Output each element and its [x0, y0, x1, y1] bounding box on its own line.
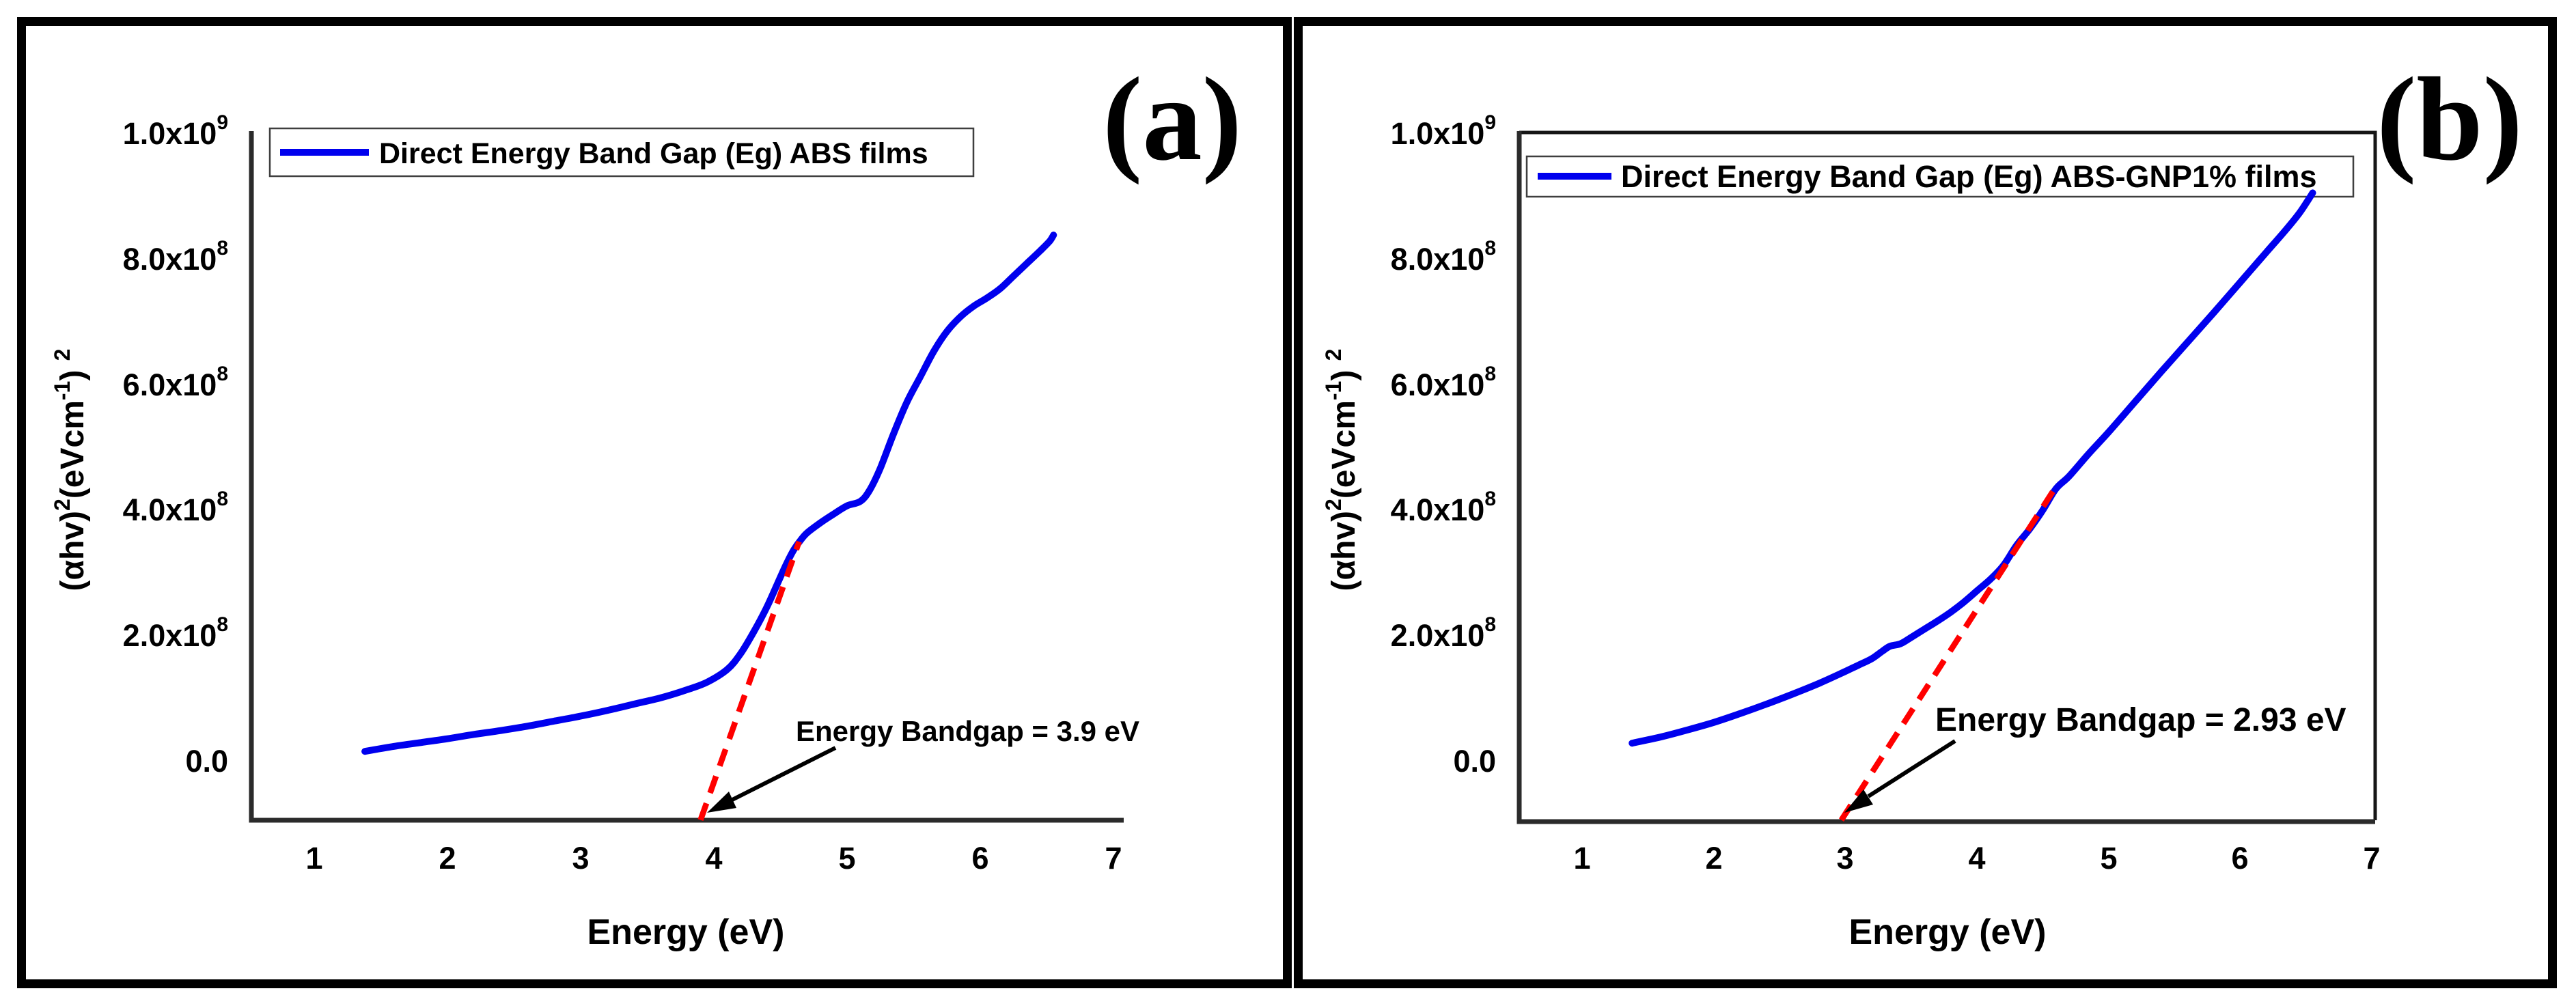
axes-spines-b — [1516, 131, 2375, 824]
tauc-curve-abs — [361, 232, 1057, 755]
bandgap-annotation-b: Energy Bandgap = 2.93 eV — [1844, 702, 2346, 813]
x-tick-label: 5 — [2100, 841, 2117, 876]
y-tick-label: 6.0x108 — [123, 363, 228, 402]
bandgap-arrow — [731, 746, 837, 802]
y-tick-label: 1.0x109 — [1391, 111, 1496, 151]
x-tick-label: 6 — [2231, 841, 2248, 876]
bandgap-fit-line — [1839, 481, 2062, 822]
bandgap-annotation-a: Energy Bandgap = 3.9 eV — [707, 715, 1139, 813]
y-tick-label: 0.0 — [1453, 744, 1496, 779]
y-tick-label: 1.0x109 — [123, 111, 228, 151]
y-tick-label: 2.0x108 — [1391, 613, 1496, 653]
bandgap-annotation-text: Energy Bandgap = 3.9 eV — [796, 715, 1139, 747]
legend-label: Direct Energy Band Gap (Eg) ABS-GNP1% fi… — [1621, 159, 2317, 194]
y-tick-label: 2.0x108 — [123, 613, 228, 653]
x-tick-label: 1 — [305, 841, 322, 876]
bandgap-fit-line — [697, 540, 802, 822]
x-tick-label: 7 — [1105, 841, 1122, 876]
panel-b: 0.0 2.0x108 4.0x108 6.0x108 8.0x108 1.0x… — [1294, 17, 2557, 988]
y-tick-label: 4.0x108 — [1391, 488, 1496, 527]
y-tick-label: 8.0x108 — [123, 237, 228, 277]
x-tick-label: 2 — [439, 841, 456, 876]
panel-a-chart: 0.0 2.0x108 4.0x108 6.0x108 8.0x108 1.0x… — [50, 53, 1242, 952]
legend-box — [268, 127, 975, 178]
bandgap-arrow-head — [1844, 790, 1873, 813]
y-tick-label: 4.0x108 — [123, 488, 228, 527]
legend-box — [1525, 155, 2355, 198]
bandgap-annotation-text: Energy Bandgap = 2.93 eV — [1935, 702, 2346, 738]
axes-spines-top-right-b — [1519, 130, 2377, 820]
tauc-curve-abs-gnp1 — [1629, 189, 2316, 747]
bandgap-arrow — [1867, 739, 1956, 798]
y-tick-label: 6.0x108 — [1391, 363, 1496, 402]
axes-spines-a — [249, 131, 1124, 823]
legend-label: Direct Energy Band Gap (Eg) ABS films — [379, 137, 928, 170]
panel-letter-label: (b) — [2377, 53, 2523, 185]
x-tick-label: 3 — [572, 841, 589, 876]
x-axis-title: Energy (eV) — [587, 912, 785, 952]
y-axis-title: (αhv)2(eVcm-1) 2 — [1321, 349, 1362, 591]
x-tick-label: 7 — [2363, 841, 2380, 876]
x-tick-label: 4 — [1968, 841, 1985, 876]
y-tick-label: 0.0 — [185, 744, 228, 779]
legend-b: Direct Energy Band Gap (Eg) ABS-GNP1% fi… — [1525, 155, 2355, 198]
x-axis-title: Energy (eV) — [1849, 912, 2047, 952]
legend-a: Direct Energy Band Gap (Eg) ABS films — [268, 127, 975, 178]
x-tick-label: 5 — [838, 841, 855, 876]
x-tick-label: 3 — [1836, 841, 1853, 876]
x-tick-label: 6 — [971, 841, 988, 876]
x-tick-label: 4 — [705, 841, 722, 876]
panel-letter-label: (a) — [1103, 53, 1242, 185]
panel-a: 0.0 2.0x108 4.0x108 6.0x108 8.0x108 1.0x… — [17, 17, 1292, 988]
y-tick-label: 8.0x108 — [1391, 237, 1496, 277]
y-axis-title: (αhv)2(eVcm-1) 2 — [50, 349, 91, 591]
bandgap-arrow-head — [707, 792, 736, 813]
x-tick-label: 2 — [1705, 841, 1722, 876]
panel-b-chart: 0.0 2.0x108 4.0x108 6.0x108 8.0x108 1.0x… — [1321, 53, 2523, 952]
x-tick-label: 1 — [1573, 841, 1590, 876]
